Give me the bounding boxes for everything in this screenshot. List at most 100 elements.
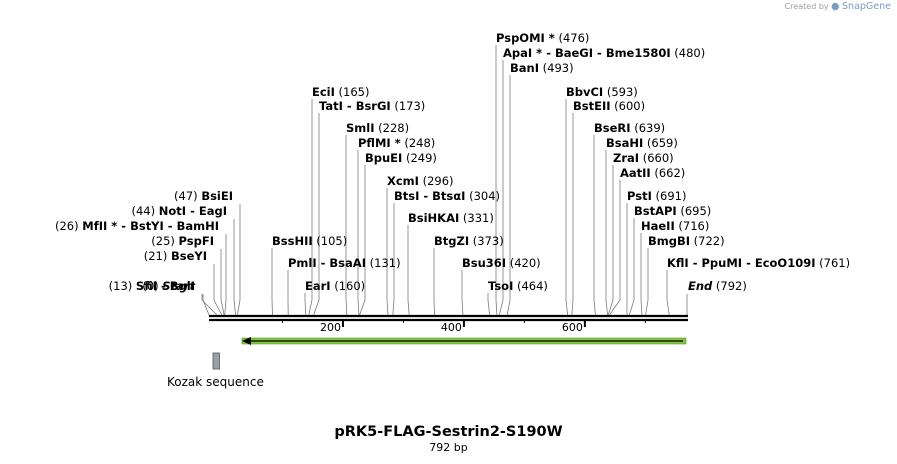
site-separator: - xyxy=(419,189,432,203)
site-label-xcmi[interactable]: XcmI (296) xyxy=(387,174,454,188)
site-position: (722) xyxy=(690,234,725,248)
site-label-eari[interactable]: EarI (160) xyxy=(305,279,365,293)
site-connector-sfii-bgli xyxy=(201,294,218,316)
cds-arrow-head-icon xyxy=(242,337,251,345)
site-position: (21) xyxy=(144,249,171,263)
site-position: (304) xyxy=(465,189,500,203)
site-connector-pspomi xyxy=(495,45,498,316)
site-enzyme-name: BpuEI xyxy=(365,151,402,165)
site-label-pflmi[interactable]: PflMI * (248) xyxy=(358,136,435,150)
site-separator: - xyxy=(317,256,330,270)
site-enzyme-name: KflI xyxy=(667,256,689,270)
site-enzyme-name: BstAPI xyxy=(634,204,677,218)
site-connector-pflmi xyxy=(357,150,360,316)
site-connector-apai-baegi-bme1580i xyxy=(498,60,504,316)
site-enzyme-name: BsaAI xyxy=(329,256,366,270)
site-label-bsteii[interactable]: BstEII (600) xyxy=(573,99,645,113)
site-label-bpuei[interactable]: BpuEI (249) xyxy=(365,151,437,165)
site-label-pmli-bsaai[interactable]: PmlI - BsaAI (131) xyxy=(288,256,401,270)
site-connector-smli xyxy=(345,135,348,316)
site-label-psti[interactable]: PstI (691) xyxy=(627,189,686,203)
site-enzyme-name: BanI xyxy=(510,61,539,75)
start-connector xyxy=(202,294,210,316)
site-label-pspomi[interactable]: PspOMI * (476) xyxy=(496,31,589,45)
created-by-text: Created by xyxy=(784,2,829,11)
site-connector-bsu36i xyxy=(461,270,464,316)
site-label-bstapi[interactable]: BstAPI (695) xyxy=(634,204,711,218)
site-label-bsu36i[interactable]: Bsu36I (420) xyxy=(462,256,541,270)
site-label-bbvci[interactable]: BbvCI (593) xyxy=(566,85,638,99)
site-separator: - xyxy=(117,219,130,233)
site-enzyme-name: NotI xyxy=(159,204,186,218)
kozak-sequence-feature[interactable] xyxy=(212,352,220,370)
site-enzyme-name: BtsαI xyxy=(432,189,465,203)
site-label-apai-baegi-bme1580i[interactable]: ApaI * - BaeGI - Bme1580I (480) xyxy=(503,46,705,60)
map-title: pRK5-FLAG-Sestrin2-S190W xyxy=(334,424,563,440)
site-label-btsi-bts-i[interactable]: BtsI - BtsαI (304) xyxy=(394,189,500,203)
site-position: (249) xyxy=(402,151,437,165)
site-enzyme-name: PflMI * xyxy=(358,136,401,150)
site-label-pspfi[interactable]: (25) PspFI xyxy=(151,234,214,248)
site-label-bani[interactable]: BanI (493) xyxy=(510,61,574,75)
site-enzyme-name: BamHI xyxy=(177,219,219,233)
site-connector-haeii xyxy=(640,233,643,316)
ruler-tick-label-400: 400 xyxy=(441,321,462,334)
site-label-noti-eagi[interactable]: (44) NotI - EagI xyxy=(132,204,228,218)
site-label-zrai[interactable]: ZraI (660) xyxy=(613,151,674,165)
site-label-bsshii[interactable]: BssHII (105) xyxy=(272,234,347,248)
site-position: (131) xyxy=(366,256,401,270)
site-enzyme-name: SfiI xyxy=(136,279,157,293)
kozak-sequence-label: Kozak sequence xyxy=(167,375,264,389)
site-enzyme-name: BbvCI xyxy=(566,85,603,99)
site-separator: - xyxy=(542,46,555,60)
site-label-bmgbi[interactable]: BmgBI (722) xyxy=(648,234,725,248)
site-connector-pspfi xyxy=(220,249,225,316)
site-label-bsihkai[interactable]: BsiHKAI (331) xyxy=(408,211,494,225)
site-label-btgzi[interactable]: BtgZI (373) xyxy=(434,234,504,248)
site-label-bsiei[interactable]: (47) BsiEI xyxy=(174,189,233,203)
site-position: (13) xyxy=(109,279,136,293)
site-label-tati-bsrgi[interactable]: TatI - BsrGI (173) xyxy=(319,99,425,113)
site-position: (476) xyxy=(555,31,590,45)
site-position: (248) xyxy=(401,136,436,150)
site-separator: - xyxy=(742,256,755,270)
site-connector-eari xyxy=(304,293,307,316)
site-connector-bseri xyxy=(593,135,596,316)
site-label-mfii-bstyi-bamhi[interactable]: (26) MfII * - BstYI - BamHI xyxy=(55,219,219,233)
site-label-tsoi[interactable]: TsoI (464) xyxy=(488,279,548,293)
site-position: (691) xyxy=(652,189,687,203)
site-label-aatii[interactable]: AatII (662) xyxy=(620,166,685,180)
site-separator: - xyxy=(593,46,606,60)
site-label-sfii-bgli[interactable]: (13) SfiI - BglI xyxy=(109,279,195,293)
start-name: Start xyxy=(162,279,195,293)
site-enzyme-name: BsaHI xyxy=(606,136,643,150)
site-position: (493) xyxy=(539,61,574,75)
site-position: (105) xyxy=(313,234,348,248)
site-connector-xcmi xyxy=(386,188,389,316)
end-position: (792) xyxy=(712,279,747,293)
site-position: (25) xyxy=(151,234,178,248)
site-label-kfli-ppumi-ecoo109i[interactable]: KflI - PpuMI - EcoO109I (761) xyxy=(667,256,850,270)
site-enzyme-name: TsoI xyxy=(488,279,513,293)
site-connector-kfli-ppumi-ecoo109i xyxy=(666,270,670,316)
site-enzyme-name: Bme1580I xyxy=(606,46,671,60)
site-label-haeii[interactable]: HaeII (716) xyxy=(641,219,709,233)
site-label-smli[interactable]: SmlI (228) xyxy=(346,121,409,135)
site-label-bsahi[interactable]: BsaHI (659) xyxy=(606,136,678,150)
site-position: (660) xyxy=(639,151,674,165)
site-enzyme-name: ApaI * xyxy=(503,46,542,60)
site-label-ecii[interactable]: EciI (165) xyxy=(312,85,370,99)
site-position: (173) xyxy=(391,99,426,113)
site-label-bseyi[interactable]: (21) BseYI xyxy=(144,249,207,263)
ruler-tick-label-200: 200 xyxy=(320,321,341,334)
site-position: (26) xyxy=(55,219,82,233)
site-enzyme-name: BseYI xyxy=(171,249,207,263)
site-position: (331) xyxy=(459,211,494,225)
site-label-bseri[interactable]: BseRI (639) xyxy=(594,121,665,135)
site-enzyme-name: PmlI xyxy=(288,256,317,270)
site-enzyme-name: EciI xyxy=(312,85,335,99)
site-connector-bsiei xyxy=(237,204,241,316)
site-enzyme-name: BtgZI xyxy=(434,234,469,248)
site-connector-bseyi xyxy=(213,264,223,316)
site-enzyme-name: BseRI xyxy=(594,121,631,135)
